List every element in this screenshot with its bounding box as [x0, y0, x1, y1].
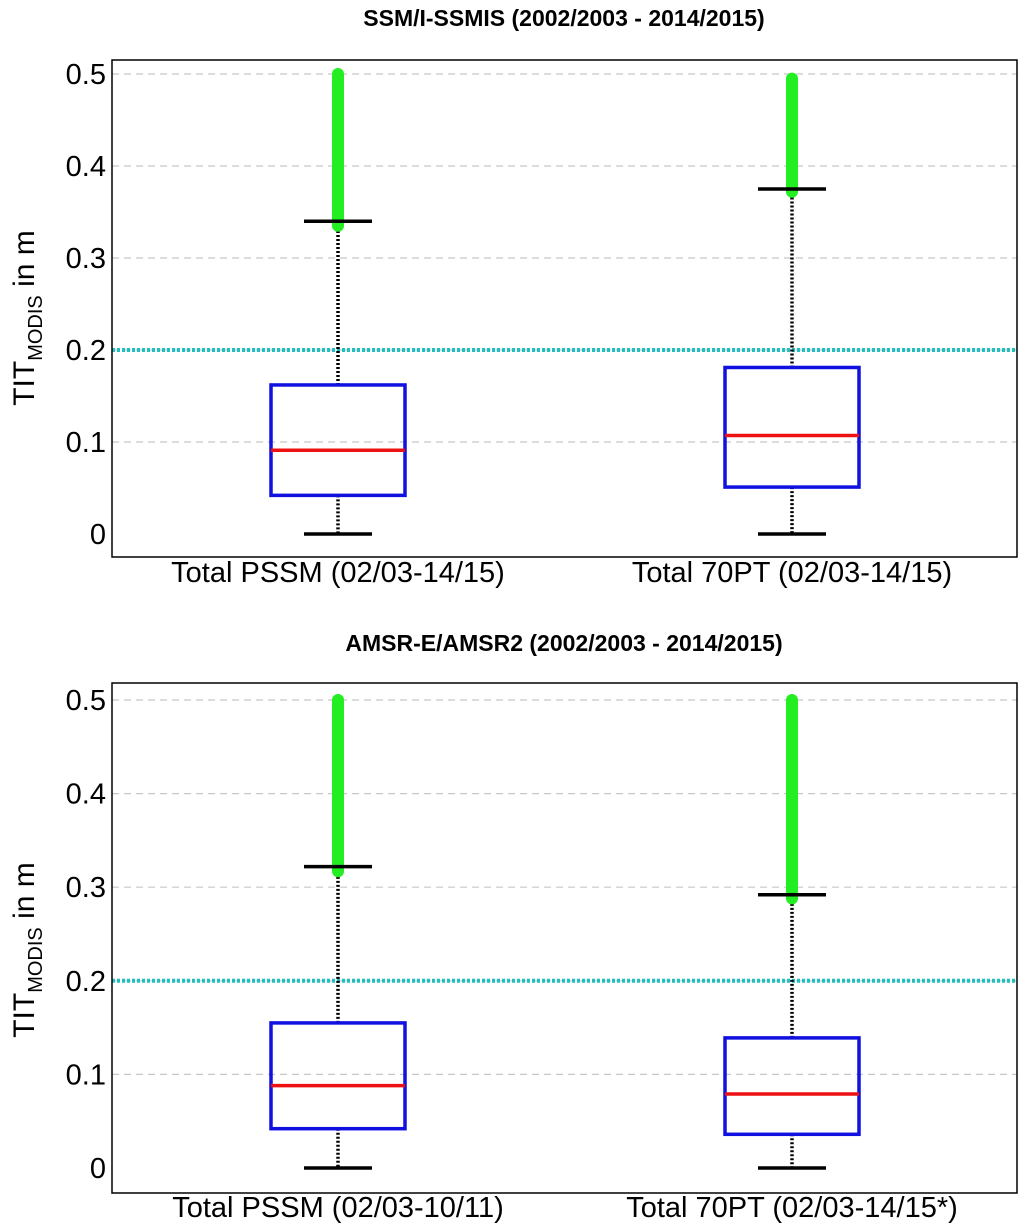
- x-category-label: Total 70PT (02/03-14/15*): [626, 1192, 958, 1224]
- grid-lines: [112, 73, 1017, 443]
- panel-amsr: AMSR-E/AMSR2 (2002/2003 - 2014/2015) TIT…: [8, 630, 1018, 1224]
- y-tick-labels: 0 0.1 0.2 0.3 0.4 0.5: [66, 59, 106, 551]
- x-category-labels: Total PSSM (02/03-10/11) Total 70PT (02/0…: [172, 1192, 958, 1224]
- box-plots: [269, 68, 861, 536]
- box-plot-1: [269, 694, 407, 1170]
- y-tick-label: 0.5: [66, 59, 106, 91]
- grid-lines: [112, 699, 1017, 1076]
- y-axis-label: TITMODIS in m: [8, 230, 47, 406]
- y-tick-label: 0.2: [66, 335, 106, 367]
- y-tick-label: 0.3: [66, 872, 106, 904]
- panel-title: SSM/I-SSMIS (2002/2003 - 2014/2015): [363, 5, 764, 31]
- panel-ssmi: SSM/I-SSMIS (2002/2003 - 2014/2015) TITM…: [8, 5, 1018, 589]
- box-plot-2: [723, 694, 861, 1170]
- x-category-label: Total 70PT (02/03-14/15): [632, 557, 952, 589]
- x-category-labels: Total PSSM (02/03-14/15) Total 70PT (02/0…: [171, 557, 952, 589]
- y-tick-label: 0.3: [66, 243, 106, 275]
- box-iqr: [723, 365, 861, 489]
- x-category-label: Total PSSM (02/03-14/15): [171, 557, 505, 589]
- box-plots: [269, 694, 861, 1170]
- plot-frame: [111, 682, 1018, 1194]
- y-tick-label: 0: [90, 1153, 106, 1185]
- box-iqr: [269, 383, 407, 498]
- box-iqr: [269, 1021, 407, 1131]
- panel-title: AMSR-E/AMSR2 (2002/2003 - 2014/2015): [345, 630, 782, 656]
- box-plot-1: [269, 68, 407, 536]
- y-tick-label: 0.2: [66, 966, 106, 998]
- y-tick-label: 0.1: [66, 427, 106, 459]
- y-tick-label: 0.4: [66, 151, 106, 183]
- y-tick-label: 0.4: [66, 779, 106, 811]
- box-iqr: [723, 1036, 861, 1137]
- y-tick-label: 0.1: [66, 1059, 106, 1091]
- y-axis-label: TITMODIS in m: [8, 862, 47, 1038]
- y-tick-label: 0.5: [66, 685, 106, 717]
- y-tick-labels: 0 0.1 0.2 0.3 0.4 0.5: [66, 685, 106, 1185]
- y-tick-label: 0: [90, 519, 106, 551]
- x-category-label: Total PSSM (02/03-10/11): [172, 1192, 504, 1224]
- box-plot-2: [723, 72, 861, 536]
- plot-frame: [111, 59, 1018, 558]
